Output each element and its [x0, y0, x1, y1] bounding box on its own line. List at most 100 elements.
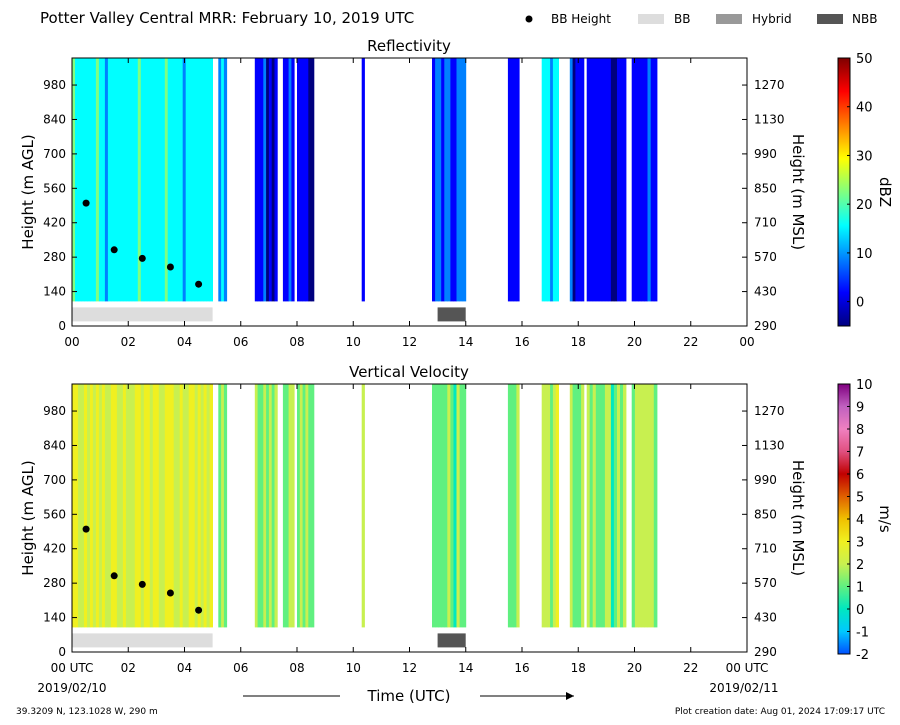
echo-column — [456, 58, 460, 302]
bb-height-marker — [110, 572, 118, 580]
echo-column — [282, 58, 287, 302]
echo-column — [581, 58, 585, 302]
echo-column — [113, 58, 118, 302]
echo-column — [361, 58, 365, 302]
y2-tick-label: 1130 — [754, 438, 785, 452]
echo-column — [541, 58, 545, 302]
x-tick-label: 20 — [627, 335, 642, 349]
echo-column — [589, 384, 594, 628]
bb-height-marker — [82, 525, 90, 533]
colorbar-tick-label: 7 — [856, 446, 864, 461]
y2-tick-label: 1270 — [754, 78, 785, 92]
echo-column — [206, 58, 210, 302]
echo-column — [167, 58, 172, 302]
x-tick-label: 00 UTC — [51, 661, 94, 675]
echo-column — [188, 384, 193, 628]
echo-column — [516, 384, 520, 628]
echo-column — [271, 384, 275, 628]
echo-column — [447, 384, 451, 628]
echo-column — [456, 384, 460, 628]
echo-column — [613, 384, 618, 628]
echo-column — [164, 58, 169, 302]
echo-column — [598, 384, 603, 628]
echo-column — [438, 58, 442, 302]
echo-column — [203, 58, 207, 302]
echo-column — [78, 384, 82, 628]
echo-column — [311, 58, 315, 302]
echo-column — [176, 384, 181, 628]
echo-column — [299, 384, 303, 628]
echo-column — [254, 384, 258, 628]
echo-column — [143, 384, 148, 628]
echo-column — [134, 384, 139, 628]
end-date: 2019/02/11 — [709, 681, 778, 695]
y-tick-label: 0 — [58, 645, 66, 659]
echo-column — [128, 58, 133, 302]
echo-column — [634, 384, 639, 628]
echo-column — [173, 384, 178, 628]
echo-column — [610, 384, 615, 628]
echo-column — [644, 58, 648, 302]
echo-column — [507, 384, 512, 628]
echo-column — [167, 384, 172, 628]
echo-column — [513, 58, 517, 302]
echo-column — [598, 58, 603, 302]
echo-column — [218, 58, 222, 302]
y-tick-label: 280 — [43, 250, 66, 264]
echo-column — [128, 384, 133, 628]
colorbar-tick-label: 0 — [856, 296, 864, 311]
echo-column — [182, 58, 187, 302]
echo-column — [72, 384, 76, 628]
echo-column — [650, 384, 655, 628]
echo-column — [435, 384, 439, 628]
echo-column — [90, 58, 94, 302]
echo-column — [200, 384, 205, 628]
echo-column — [179, 58, 184, 302]
echo-column — [641, 58, 645, 302]
echo-column — [305, 384, 309, 628]
echo-column — [137, 384, 142, 628]
echo-column — [218, 384, 222, 628]
echo-column — [194, 58, 199, 302]
echo-column — [550, 384, 554, 628]
echo-column — [644, 384, 648, 628]
y-tick-label: 980 — [43, 78, 66, 92]
echo-column — [87, 58, 91, 302]
echo-column — [72, 58, 76, 302]
colorbar-tick-label: 6 — [856, 468, 864, 483]
y2-axis-label: Height (m MSL) — [789, 460, 807, 576]
echo-column — [191, 384, 196, 628]
echo-column — [601, 58, 606, 302]
echo-column — [176, 58, 181, 302]
echo-column — [604, 58, 609, 302]
figure-title: Potter Valley Central MRR: February 10, … — [40, 9, 414, 27]
echo-column — [308, 58, 312, 302]
echo-column — [647, 58, 652, 302]
echo-column — [116, 384, 121, 628]
echo-column — [569, 58, 573, 302]
echo-column — [161, 384, 166, 628]
bb-height-marker — [82, 199, 90, 207]
echo-column — [507, 58, 512, 302]
x-tick-label: 12 — [402, 661, 417, 675]
x-tick-label: 22 — [683, 335, 698, 349]
x-tick-label: 06 — [233, 661, 248, 675]
colorbar-tick-label: 30 — [856, 149, 873, 164]
legend-nbb-box — [817, 14, 843, 24]
echo-column — [274, 58, 278, 302]
y-tick-label: 840 — [43, 112, 66, 126]
y2-tick-label: 850 — [754, 181, 777, 195]
x-tick-label: 06 — [233, 335, 248, 349]
x-tick-label: 12 — [402, 335, 417, 349]
echo-column — [623, 58, 627, 302]
y2-tick-label: 990 — [754, 147, 777, 161]
header-legend: BB Height BB Hybrid NBB — [525, 12, 877, 26]
echo-column — [650, 58, 655, 302]
colorbar-tick-label: 1 — [856, 581, 864, 596]
y-axis-label: Height (m AGL) — [19, 460, 37, 575]
echo-column — [221, 384, 225, 628]
echo-column — [459, 384, 464, 628]
echo-column — [113, 384, 118, 628]
echo-column — [453, 58, 457, 302]
